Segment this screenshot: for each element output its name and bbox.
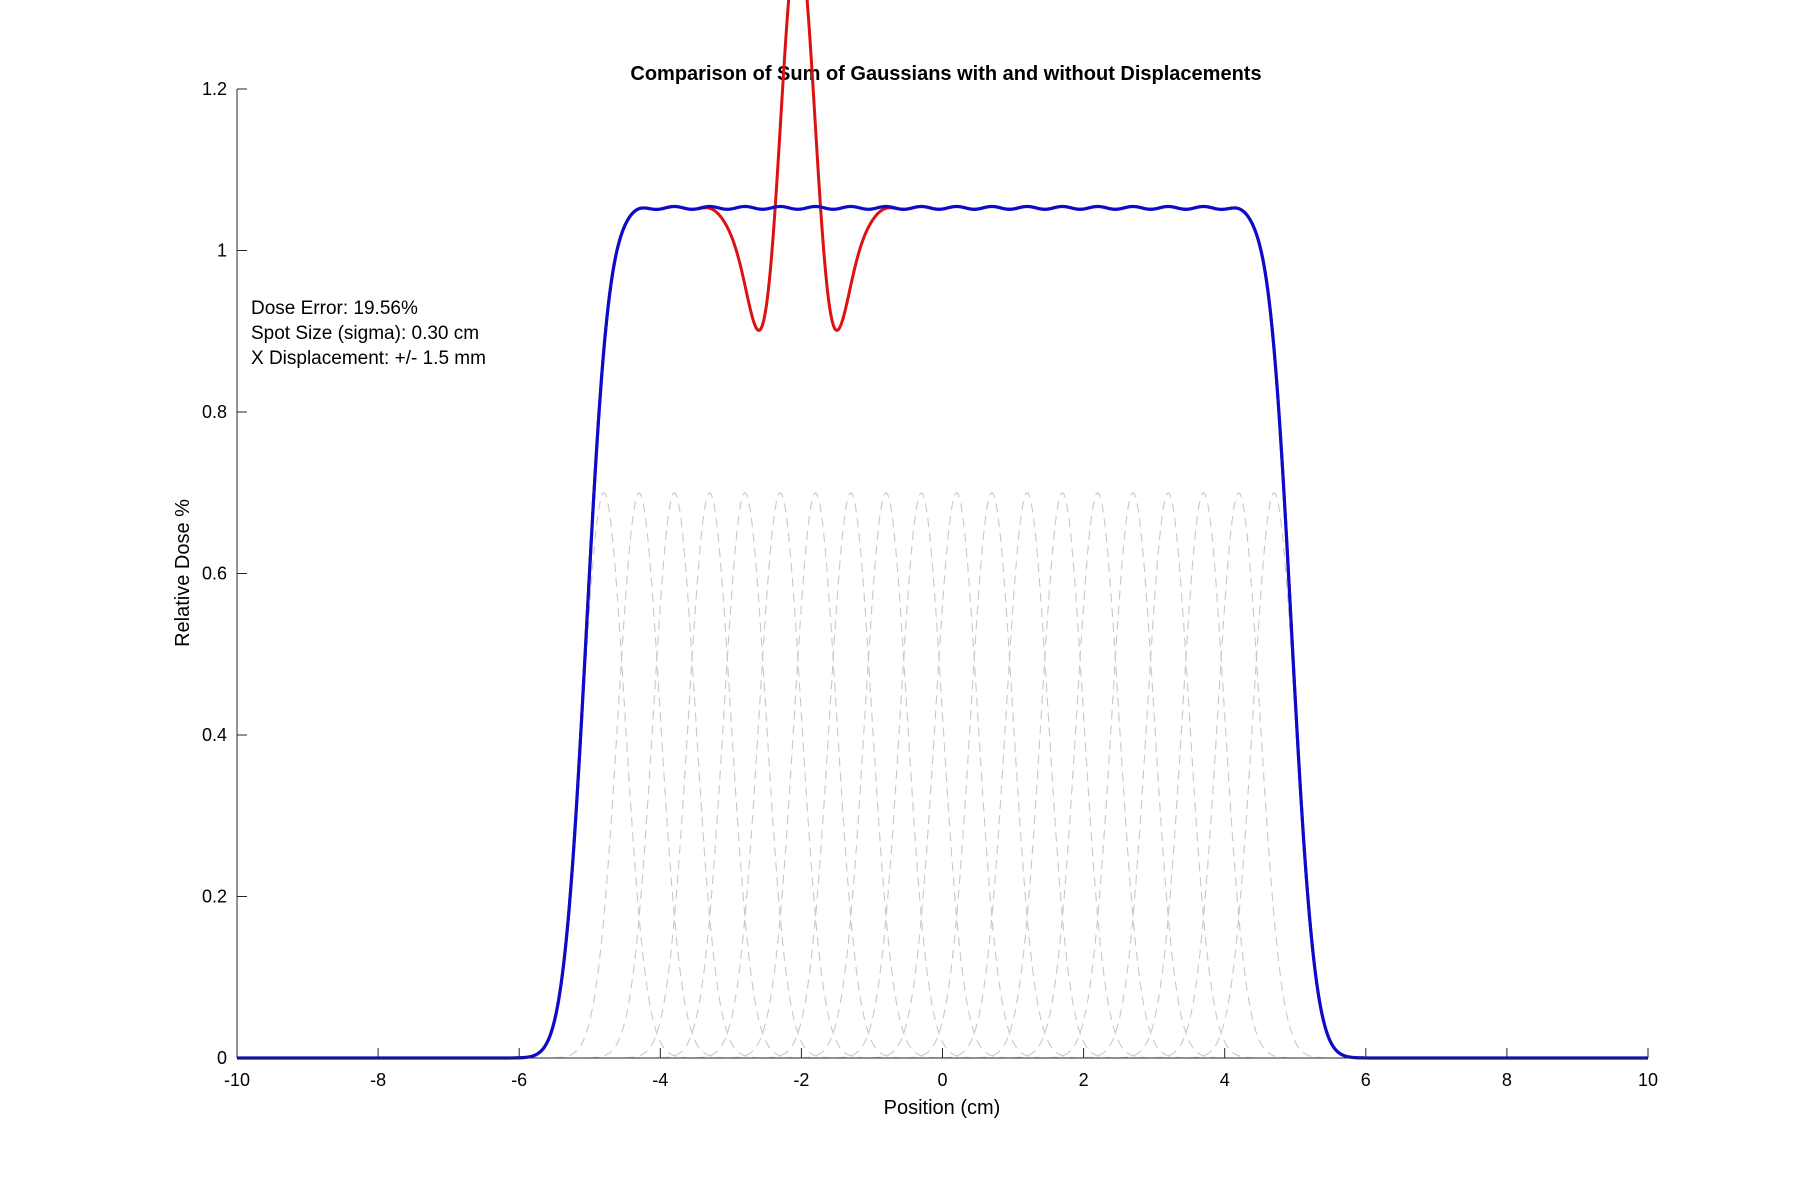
individual-spot-curve [1013, 492, 1183, 1059]
x-tick-label: -6 [511, 1070, 527, 1090]
dose-error-annotation: Dose Error: 19.56% [251, 298, 418, 319]
individual-spots-group [519, 492, 1359, 1059]
x-tick-label: 8 [1502, 1070, 1512, 1090]
individual-spot-curve [836, 492, 1007, 1059]
y-tick-label: 1.2 [202, 79, 227, 99]
individual-spot-curve [1048, 492, 1218, 1059]
y-tick-label: 0.6 [202, 564, 227, 584]
spot-size-annotation: Spot Size (sigma): 0.30 cm [251, 323, 479, 344]
individual-spot-curve [907, 492, 1077, 1059]
individual-spot-curve [695, 492, 865, 1059]
individual-spot-curve [589, 492, 760, 1059]
x-tick-label: -4 [652, 1070, 668, 1090]
y-tick-label: 0.2 [202, 887, 227, 907]
x-tick-label: -8 [370, 1070, 386, 1090]
y-axis-label: Relative Dose % [172, 499, 194, 647]
individual-spot-curve [1118, 492, 1289, 1059]
x-tick-label: 4 [1220, 1070, 1230, 1090]
x-tick-label: 10 [1638, 1070, 1658, 1090]
x-tick-label: 0 [937, 1070, 947, 1090]
y-ticks-group: 0 0.2 0.4 0.6 0.8 1 1.2 [202, 79, 247, 1068]
x-axis-label: Position (cm) [884, 1097, 1001, 1119]
x-tick-label: 6 [1361, 1070, 1371, 1090]
individual-spot-curve [977, 492, 1148, 1059]
individual-spot-curve [942, 492, 1112, 1059]
chart-title: Comparison of Sum of Gaussians with and … [630, 63, 1261, 85]
individual-spot-curve [801, 492, 971, 1059]
x-tick-label: -10 [224, 1070, 250, 1090]
individual-spot-curve [660, 492, 830, 1059]
individual-spot-curve [625, 492, 795, 1059]
individual-spot-curve [730, 492, 901, 1059]
x-tick-label: 2 [1079, 1070, 1089, 1090]
y-tick-label: 1 [217, 241, 227, 261]
x-ticks-group: -10 -8 -6 -4 -2 0 2 4 6 8 10 [224, 1048, 1658, 1090]
individual-spot-curve [766, 492, 936, 1059]
y-tick-label: 0 [217, 1048, 227, 1068]
y-tick-label: 0.4 [202, 725, 227, 745]
individual-spot-curve [1154, 492, 1324, 1059]
displacement-annotation: X Displacement: +/- 1.5 mm [251, 348, 486, 369]
individual-spot-curve [1083, 492, 1253, 1059]
x-tick-label: -2 [793, 1070, 809, 1090]
individual-spot-curve [871, 492, 1042, 1059]
y-tick-label: 0.8 [202, 402, 227, 422]
individual-spot-curve [554, 492, 724, 1059]
